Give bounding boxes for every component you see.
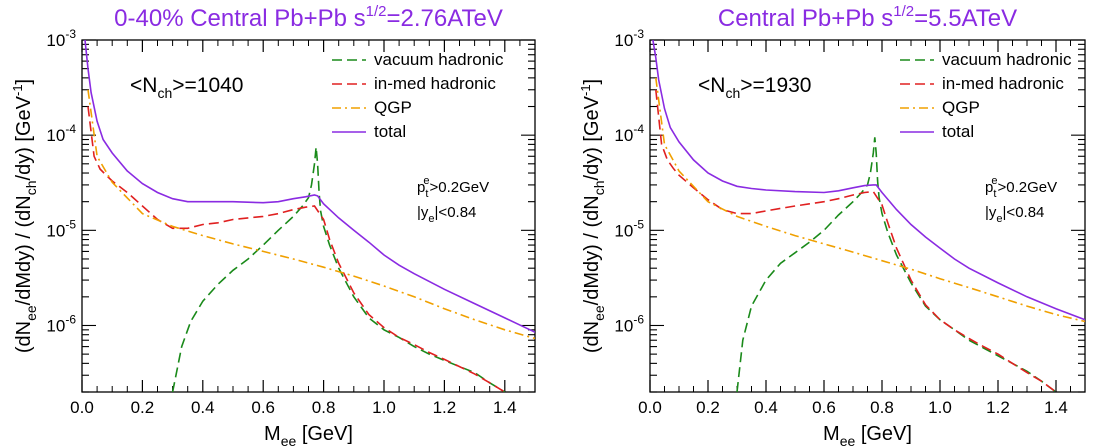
y-tick-label: 10-6 — [46, 312, 76, 335]
chart-panel-1: 0.0 0.2 0.4 0.6 0.8 1.0 1.2 1.4 10-6 10-5 10-4 10-3… — [10, 3, 536, 448]
x-tick-label: 0.8 — [312, 398, 336, 417]
y-tick-label: 10-6 — [614, 312, 644, 335]
chart-title: 0-40% Central Pb+Pb s1/2=2.76ATeV — [114, 3, 503, 32]
x-tick-label: 1.2 — [433, 398, 457, 417]
series-line-in-med-hadronic — [655, 89, 1057, 392]
x-tick-label: 1.4 — [1044, 398, 1068, 417]
chart-panel-2: 0.0 0.2 0.4 0.6 0.8 1.0 1.2 1.4 10-6 10-5 10-4 10-3… — [578, 3, 1086, 448]
legend-label: QGP — [942, 98, 980, 117]
x-tick-label: 0.6 — [812, 398, 836, 417]
x-tick-label: 1.0 — [928, 398, 952, 417]
rapidity-cut-annotation: |ye|<0.84 — [417, 204, 476, 225]
rapidity-cut-annotation: |ye|<0.84 — [985, 204, 1044, 225]
series-line-qgp — [87, 89, 535, 340]
x-tick-label: 1.0 — [372, 398, 396, 417]
x-axis-label: Mee [GeV] — [823, 423, 912, 448]
legend-label: vacuum hadronic — [374, 50, 504, 69]
chart-title: Central Pb+Pb s1/2=5.5ATeV — [718, 3, 1017, 32]
legend-label: vacuum hadronic — [942, 50, 1072, 69]
series-line-vacuum-hadronic — [736, 137, 1057, 392]
series-line-qgp — [655, 77, 1085, 323]
x-axis-label: Mee [GeV] — [264, 423, 353, 448]
series-line-total — [652, 40, 1085, 321]
legend-label: in-med hadronic — [374, 74, 496, 93]
legend-label: QGP — [374, 98, 412, 117]
x-tick-label: 0.0 — [70, 398, 94, 417]
y-tick-label: 10-4 — [46, 122, 76, 145]
x-tick-label: 0.4 — [191, 398, 215, 417]
y-tick-label: 10-3 — [46, 27, 76, 50]
y-axis-label: (dNee/dMdy) / (dNch/dy) [GeV-1] — [578, 79, 607, 353]
x-tick-label: 0.4 — [754, 398, 778, 417]
multiplicity-annotation: <Nch>=1930 — [698, 74, 811, 101]
x-tick-label: 0.2 — [696, 398, 720, 417]
pt-cut-annotation: pte>0.2GeV — [985, 175, 1057, 200]
y-tick-label: 10-3 — [614, 27, 644, 50]
x-tick-label: 1.2 — [986, 398, 1010, 417]
x-tick-label: 0.2 — [131, 398, 155, 417]
x-tick-label: 0.6 — [251, 398, 275, 417]
legend-label: total — [374, 122, 406, 141]
legend-label: total — [942, 122, 974, 141]
legend-label: in-med hadronic — [942, 74, 1064, 93]
series-line-vacuum-hadronic — [171, 147, 506, 392]
y-axis-label: (dNee/dMdy) / (dNch/dy) [GeV-1] — [10, 79, 39, 353]
multiplicity-annotation: <Nch>=1040 — [130, 74, 243, 101]
y-tick-label: 10-4 — [614, 122, 644, 145]
y-tick-label: 10-5 — [46, 217, 76, 240]
series-line-total — [84, 40, 535, 333]
x-tick-label: 1.4 — [493, 398, 517, 417]
x-tick-label: 0.0 — [638, 398, 662, 417]
x-tick-label: 0.8 — [870, 398, 894, 417]
series-line-in-med-hadronic — [87, 106, 506, 392]
y-tick-label: 10-5 — [614, 217, 644, 240]
pt-cut-annotation: pte>0.2GeV — [417, 175, 489, 200]
